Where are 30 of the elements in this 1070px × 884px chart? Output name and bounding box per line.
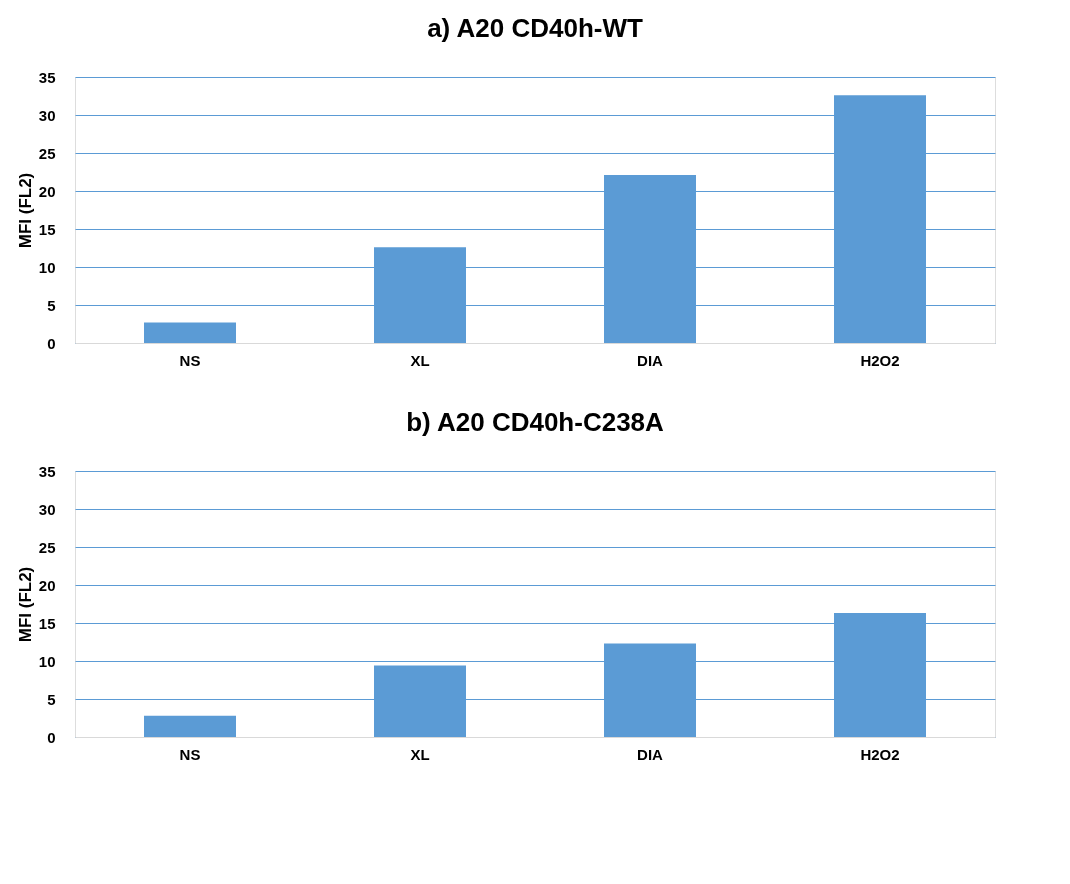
y-tick-label: 10 [38, 652, 56, 670]
y-tick-label: 25 [38, 538, 56, 556]
y-tick-label: 35 [38, 68, 56, 86]
x-tick-label: NS [179, 351, 201, 369]
y-tick-label: 35 [38, 462, 56, 480]
x-tick-label: NS [179, 745, 201, 763]
y-tick-label: 5 [47, 296, 56, 314]
y-tick-label: 5 [47, 690, 56, 708]
y-tick-label: 0 [47, 334, 56, 352]
y-tick-label: 0 [47, 728, 56, 746]
y-tick-label: 25 [38, 144, 56, 162]
chart-title: b) A20 CD40h-C238A [406, 407, 665, 437]
x-tick-label: XL [410, 351, 430, 369]
y-tick-label: 20 [38, 182, 56, 200]
bar [144, 322, 236, 343]
chart-title: a) A20 CD40h-WT [427, 13, 643, 43]
x-tick-label: DIA [637, 745, 664, 763]
y-axis-title: MFI (FL2) [15, 172, 35, 249]
y-tick-label: 20 [38, 576, 56, 594]
y-tick-label: 15 [38, 220, 56, 238]
bar [144, 715, 236, 737]
x-tick-label: H2O2 [860, 351, 900, 369]
y-tick-label: 30 [38, 500, 56, 518]
y-axis-title: MFI (FL2) [15, 566, 35, 643]
y-tick-label: 30 [38, 106, 56, 124]
x-tick-label: H2O2 [860, 745, 900, 763]
x-tick-label: DIA [637, 351, 664, 369]
x-tick-label: XL [410, 745, 430, 763]
y-tick-label: 15 [38, 614, 56, 632]
y-tick-label: 10 [38, 258, 56, 276]
